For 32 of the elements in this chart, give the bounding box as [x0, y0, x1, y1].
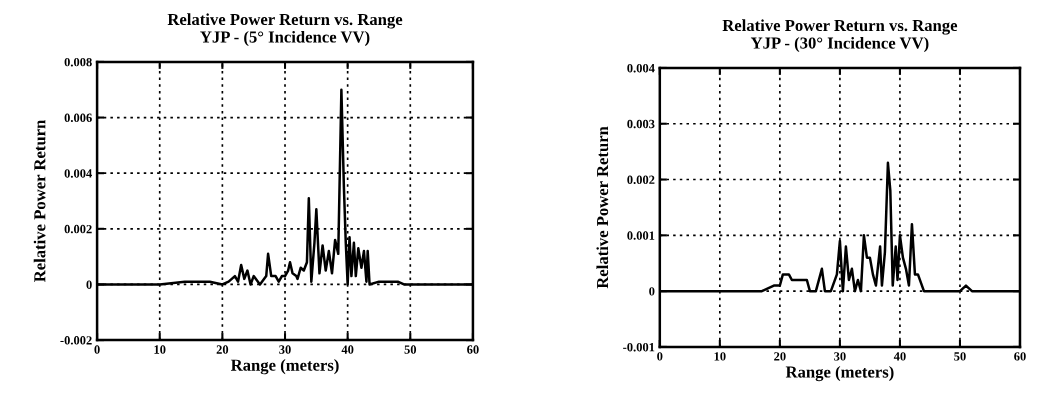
- y-tick-label: 0.004: [64, 169, 92, 178]
- y-tick-label: 0.001: [627, 231, 655, 240]
- x-tick-label: 20: [774, 352, 786, 361]
- y-tick-label: 0.002: [64, 224, 92, 234]
- x-tick-label: 10: [154, 345, 166, 354]
- x-tick-label: 10: [714, 352, 726, 361]
- y-axis-title: Relative Power Return: [596, 126, 609, 289]
- y-tick-label: 0: [86, 280, 92, 289]
- x-tick-label: 20: [216, 345, 229, 354]
- x-tick-label: 50: [954, 352, 966, 361]
- x-tick-label: 60: [1014, 352, 1026, 361]
- y-axis-title: Relative Power Return: [33, 119, 46, 283]
- chart-title: Relative Power Return vs. Range YJP - (30° Incidence VV): [722, 19, 958, 53]
- x-tick-label: 0: [94, 345, 100, 354]
- y-tick-label: 0: [649, 287, 655, 296]
- y-tick-label: 0.003: [627, 119, 655, 129]
- y-tick-label: -0.002: [60, 336, 92, 345]
- y-tick-label: 0.008: [64, 57, 92, 67]
- x-axis-title: Range (meters): [230, 359, 339, 375]
- y-tick-label: 0.002: [627, 175, 655, 185]
- x-tick-label: 0: [657, 352, 663, 361]
- x-tick-label: 40: [341, 345, 354, 354]
- y-tick-label: 0.004: [627, 63, 655, 73]
- y-tick-label: -0.001: [623, 342, 655, 352]
- x-tick-label: 50: [404, 345, 417, 354]
- x-tick-label: 60: [467, 345, 479, 354]
- x-tick-label: 30: [834, 352, 846, 361]
- x-tick-label: 30: [279, 345, 291, 354]
- chart-title: Relative Power Return vs. Range YJP - (5° Incidence VV): [167, 13, 403, 47]
- y-tick-label: 0.006: [64, 113, 92, 123]
- x-tick-label: 40: [893, 352, 906, 361]
- x-axis-title: Range (meters): [785, 365, 894, 382]
